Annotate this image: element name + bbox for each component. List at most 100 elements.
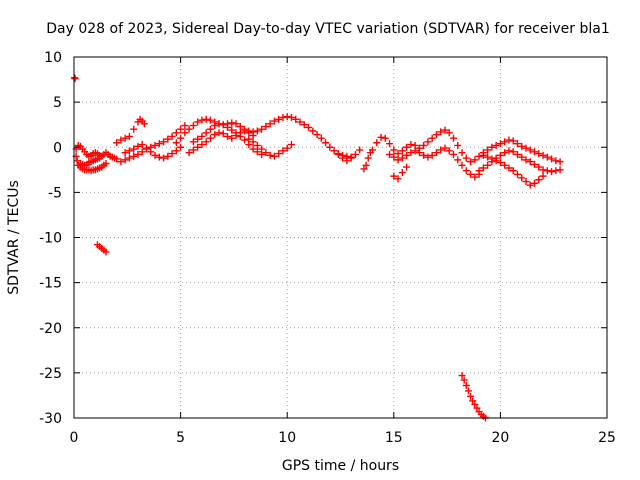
data-point bbox=[552, 167, 560, 175]
data-point bbox=[464, 387, 472, 395]
data-point bbox=[138, 141, 146, 149]
data-point bbox=[492, 157, 500, 165]
data-point bbox=[147, 148, 155, 156]
data-point bbox=[202, 115, 210, 123]
data-point bbox=[454, 156, 462, 164]
data-point bbox=[194, 143, 202, 151]
data-point bbox=[484, 146, 492, 154]
data-point bbox=[441, 144, 449, 152]
data-point bbox=[253, 148, 261, 156]
data-point bbox=[185, 149, 193, 157]
data-point bbox=[518, 174, 526, 182]
data-point bbox=[386, 140, 394, 148]
data-point bbox=[164, 135, 172, 143]
data-point bbox=[270, 152, 278, 160]
data-point bbox=[236, 122, 244, 130]
data-point bbox=[377, 133, 385, 141]
data-point bbox=[509, 137, 517, 145]
data-point bbox=[313, 131, 321, 139]
data-point bbox=[390, 153, 398, 161]
grid bbox=[74, 57, 607, 418]
data-point bbox=[509, 148, 517, 156]
data-point bbox=[305, 123, 313, 131]
y-tick-label: -5 bbox=[48, 185, 62, 201]
data-point bbox=[496, 159, 504, 167]
data-point bbox=[420, 141, 428, 149]
data-point bbox=[130, 152, 138, 160]
data-point bbox=[326, 143, 334, 151]
x-tick-label: 5 bbox=[176, 430, 185, 446]
data-point bbox=[270, 117, 278, 125]
data-point bbox=[407, 141, 415, 149]
data-point bbox=[202, 129, 210, 137]
data-point bbox=[467, 170, 475, 178]
data-point bbox=[121, 134, 129, 142]
data-point bbox=[206, 116, 214, 124]
data-point bbox=[245, 135, 253, 143]
data-point bbox=[420, 151, 428, 159]
data-point bbox=[398, 169, 406, 177]
y-tick-label: -30 bbox=[39, 411, 62, 427]
data-point bbox=[102, 248, 110, 256]
data-point bbox=[428, 134, 436, 142]
data-point bbox=[394, 175, 402, 183]
data-point bbox=[360, 165, 368, 173]
data-point bbox=[266, 120, 274, 128]
data-point bbox=[535, 163, 543, 171]
data-point bbox=[522, 178, 530, 186]
data-point bbox=[279, 147, 287, 155]
data-point bbox=[168, 150, 176, 158]
data-point bbox=[531, 179, 539, 187]
data-point bbox=[262, 122, 270, 130]
data-point bbox=[155, 153, 163, 161]
data-point bbox=[368, 146, 376, 154]
y-tick-label: -25 bbox=[39, 366, 62, 382]
data-point bbox=[224, 132, 232, 140]
y-tick-label: 5 bbox=[53, 95, 62, 111]
data-point bbox=[501, 149, 509, 157]
data-point bbox=[479, 164, 487, 172]
data-point bbox=[432, 149, 440, 157]
data-point bbox=[138, 148, 146, 156]
data-point bbox=[228, 119, 236, 127]
axis-ticks: 0 5 10 15 20 25 10 5 0 -5 -10 -15 -20 -25 -30 bbox=[39, 50, 616, 446]
data-point bbox=[113, 155, 121, 163]
data-point bbox=[398, 154, 406, 162]
data-point bbox=[535, 150, 543, 158]
data-point bbox=[121, 149, 129, 157]
x-tick-label: 0 bbox=[70, 430, 79, 446]
data-point bbox=[505, 136, 513, 144]
data-point bbox=[283, 113, 291, 121]
data-point bbox=[556, 166, 564, 174]
data-point bbox=[258, 145, 266, 153]
data-point bbox=[398, 147, 406, 155]
data-point bbox=[449, 134, 457, 142]
data-point bbox=[287, 113, 295, 121]
data-point bbox=[518, 153, 526, 161]
data-point bbox=[518, 142, 526, 150]
data-point bbox=[347, 154, 355, 162]
data-point bbox=[513, 140, 521, 148]
data-point bbox=[140, 120, 148, 128]
data-point bbox=[445, 147, 453, 155]
data-point bbox=[343, 157, 351, 165]
data-point bbox=[249, 145, 257, 153]
data-point bbox=[177, 134, 185, 142]
data-point bbox=[471, 156, 479, 164]
data-point bbox=[215, 120, 223, 128]
data-point bbox=[160, 154, 168, 162]
y-axis-label: SDTVAR / TECUs bbox=[6, 180, 22, 295]
data-point bbox=[113, 139, 121, 147]
data-point bbox=[488, 155, 496, 163]
data-point bbox=[296, 118, 304, 126]
chart-title: Day 028 of 2023, Sidereal Day-to-day VTE… bbox=[46, 21, 609, 37]
data-point bbox=[513, 150, 521, 158]
x-tick-label: 20 bbox=[491, 430, 509, 446]
data-point bbox=[164, 152, 172, 160]
data-point bbox=[505, 147, 513, 155]
data-point bbox=[475, 167, 483, 175]
data-point bbox=[501, 138, 509, 146]
data-point bbox=[496, 140, 504, 148]
x-tick-label: 25 bbox=[598, 430, 616, 446]
